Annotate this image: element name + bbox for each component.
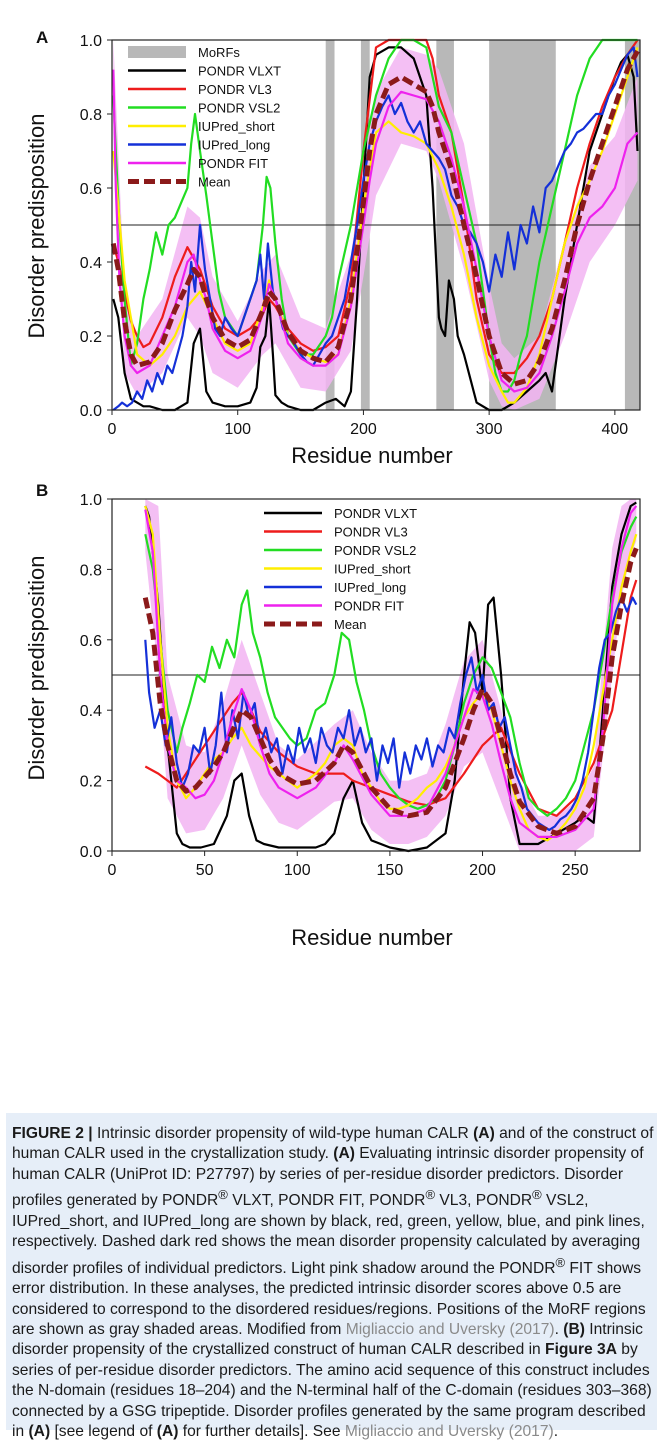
legend-label: PONDR FIT	[334, 599, 404, 614]
legend-label: PONDR VL3	[198, 82, 272, 97]
legend-label: Mean	[334, 617, 367, 632]
panel-b-ylabel: Disorder predisposition	[24, 556, 49, 781]
panel-a-letter: A	[36, 28, 48, 47]
series-line-vl3	[112, 38, 639, 375]
panel-b-ticks: 0 50 100 150 200 250 0.0 0.2 0.4 0.6 0.8 1.0	[80, 492, 589, 879]
figure-caption: FIGURE 2 | Intrinsic disorder propensity…	[12, 1125, 654, 1441]
legend-label: PONDR VLXT	[334, 506, 417, 521]
series-line-mean	[142, 547, 639, 836]
x-tick-label: 100	[224, 421, 251, 438]
x-tick-label: 100	[284, 862, 311, 879]
y-tick-label: 1.0	[80, 492, 102, 509]
legend-swatch-morf	[128, 46, 186, 58]
x-tick-label: 0	[108, 862, 117, 879]
plot-frame	[111, 498, 641, 852]
panel-b-xlabel: Residue number	[291, 925, 452, 950]
y-tick-label: 0.2	[80, 329, 102, 346]
legend-label: PONDR VL3	[334, 525, 408, 540]
legend-label: PONDR VLXT	[198, 64, 281, 79]
legend-label: IUPred_long	[198, 138, 270, 153]
x-tick-label: 200	[469, 862, 496, 879]
x-tick-label: 150	[377, 862, 404, 879]
reference-link[interactable]: Migliaccio and Uversky (2017)	[345, 1321, 555, 1339]
series-line-vsl2	[144, 516, 638, 817]
y-tick-label: 0.4	[80, 255, 102, 272]
panel-a-legend: MoRFs PONDR VLXT PONDR VL3 PONDR VSL2 IUPred…	[128, 45, 281, 190]
y-tick-label: 0.6	[80, 181, 102, 198]
panel-b-plot-area	[111, 498, 641, 853]
y-tick-label: 0.2	[80, 774, 102, 791]
panel-a-plot-area	[110, 38, 641, 412]
legend-label: PONDR VSL2	[334, 543, 416, 558]
y-tick-label: 0.8	[80, 107, 102, 124]
y-tick-label: 0.0	[80, 844, 102, 861]
figure-label: FIGURE 2 |	[12, 1125, 93, 1142]
legend-label: MoRFs	[198, 45, 240, 60]
legend-label: IUPred_short	[198, 119, 275, 134]
legend-label: PONDR FIT	[198, 156, 268, 171]
legend-label: PONDR VSL2	[198, 101, 280, 116]
y-tick-label: 1.0	[80, 33, 102, 50]
series-line-vlxt	[112, 46, 639, 412]
panel-b-legend: PONDR VLXT PONDR VL3 PONDR VSL2 IUPred_shor…	[264, 506, 417, 632]
caption-background	[6, 1113, 657, 1430]
series-line-iupred-long	[112, 46, 639, 411]
panel-b-letter: B	[36, 481, 48, 500]
panel-a-ticks: 0 100 200 300 400 0.0 0.2 0.4 0.6 0.8 1.0	[80, 33, 629, 438]
legend-label: IUPred_short	[334, 562, 411, 577]
panel-a-xlabel: Residue number	[291, 443, 452, 468]
x-tick-label: 250	[562, 862, 589, 879]
legend-label: IUPred_long	[334, 580, 406, 595]
y-tick-label: 0.6	[80, 633, 102, 650]
series-line-vsl2	[112, 38, 638, 393]
y-tick-label: 0.8	[80, 562, 102, 579]
chart-panel-b: B Disorder predisposition Residue number…	[24, 481, 641, 950]
chart-panel-a: A Disorder predisposition Residue number…	[24, 28, 641, 468]
plot-frame	[111, 39, 641, 411]
y-tick-label: 0.0	[80, 403, 102, 420]
x-tick-label: 300	[476, 421, 503, 438]
x-tick-label: 200	[350, 421, 377, 438]
x-tick-label: 0	[108, 421, 117, 438]
x-tick-label: 400	[602, 421, 629, 438]
y-tick-label: 0.4	[80, 703, 102, 720]
series-line-mean	[110, 49, 640, 387]
series-line-pondr-fit	[144, 505, 638, 838]
panel-a-ylabel: Disorder predisposition	[24, 114, 49, 339]
legend-label: Mean	[198, 175, 231, 190]
x-tick-label: 50	[196, 862, 214, 879]
reference-link[interactable]: Migliaccio and Uversky (2017)	[344, 1423, 554, 1441]
